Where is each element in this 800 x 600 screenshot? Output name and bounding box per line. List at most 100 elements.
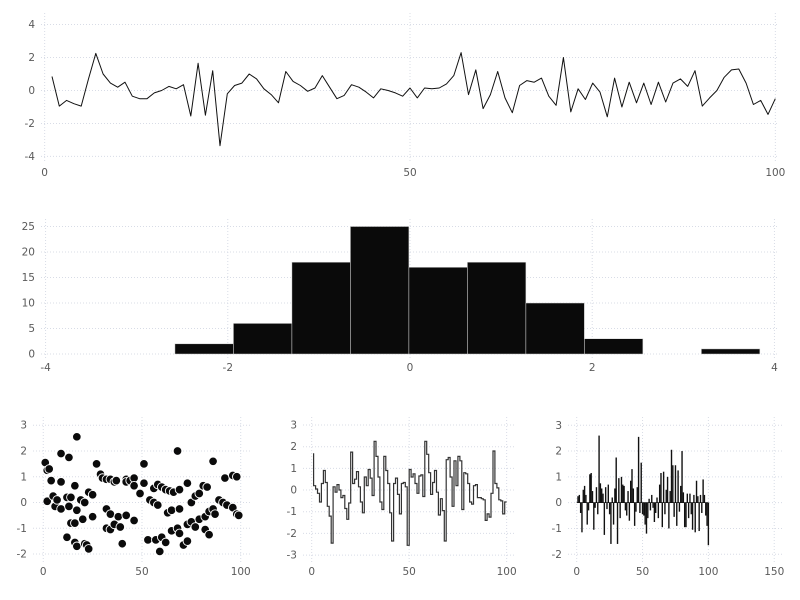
scatter-point bbox=[129, 481, 139, 491]
x-tick-label: 100 bbox=[698, 566, 718, 578]
x-tick-label: 2 bbox=[589, 362, 596, 374]
scatter-point bbox=[52, 495, 62, 505]
y-tick-label: 4 bbox=[28, 19, 35, 31]
y-tick-label: -2 bbox=[552, 549, 562, 561]
scatter-point bbox=[83, 544, 94, 554]
y-tick-label: -3 bbox=[287, 550, 297, 562]
y-tick-label: 0 bbox=[28, 85, 35, 97]
scatter-point bbox=[174, 504, 185, 514]
scatter-point bbox=[70, 518, 80, 528]
scatter-point bbox=[111, 475, 122, 486]
scatter-point bbox=[64, 501, 74, 512]
y-tick-label: 10 bbox=[22, 298, 35, 310]
y-tick-label: -4 bbox=[25, 151, 36, 163]
x-tick-label: 100 bbox=[231, 566, 251, 578]
scatter-point bbox=[72, 505, 82, 515]
x-tick-label: 4 bbox=[771, 362, 778, 374]
scatter-point bbox=[194, 488, 205, 499]
histogram-bar bbox=[701, 348, 761, 355]
scatter-point bbox=[204, 529, 214, 540]
step-series bbox=[313, 440, 507, 546]
scatter-point bbox=[190, 522, 201, 532]
scatter-point bbox=[62, 532, 72, 543]
scatter-point bbox=[139, 459, 149, 469]
y-tick-label: 0 bbox=[28, 349, 35, 361]
y-tick-label: 20 bbox=[22, 247, 35, 259]
y-tick-label: 1 bbox=[20, 471, 27, 483]
scatter-point bbox=[210, 509, 220, 519]
scatter-point bbox=[64, 452, 74, 463]
y-tick-label: 25 bbox=[22, 221, 35, 233]
scatter-point bbox=[87, 490, 98, 500]
scatter-point bbox=[129, 515, 139, 526]
y-tick-label: 2 bbox=[555, 446, 562, 458]
y-tick-label: 0 bbox=[20, 497, 27, 509]
scatter-point bbox=[182, 478, 193, 488]
scatter-point bbox=[153, 500, 163, 510]
scatter-point bbox=[42, 496, 52, 506]
scatter-point bbox=[91, 459, 102, 469]
x-tick-label: 50 bbox=[636, 566, 649, 578]
y-tick-label: -2 bbox=[25, 118, 35, 130]
x-tick-label: 0 bbox=[573, 566, 580, 578]
x-tick-label: 150 bbox=[764, 566, 784, 578]
scatter-point bbox=[46, 475, 56, 486]
x-tick-label: 0 bbox=[308, 566, 315, 578]
scatter-point bbox=[78, 514, 88, 524]
scatter-point bbox=[174, 484, 185, 495]
line-series bbox=[51, 52, 776, 147]
y-tick-label: -1 bbox=[552, 523, 562, 535]
y-tick-label: 3 bbox=[290, 420, 297, 432]
x-tick-label: 0 bbox=[40, 566, 47, 578]
y-tick-label: 2 bbox=[290, 441, 297, 453]
scatter-point bbox=[208, 456, 218, 467]
y-tick-label: 5 bbox=[28, 323, 35, 335]
y-tick-label: -1 bbox=[287, 506, 297, 518]
x-tick-label: -2 bbox=[223, 362, 233, 374]
scatter-point bbox=[70, 481, 80, 491]
scatter-point bbox=[172, 446, 183, 456]
scatter-point bbox=[56, 448, 66, 459]
y-tick-label: -2 bbox=[17, 549, 27, 561]
scatter-point bbox=[66, 492, 76, 503]
x-tick-label: 50 bbox=[135, 566, 148, 578]
x-tick-label: 0 bbox=[407, 362, 414, 374]
scatter-point bbox=[139, 478, 149, 488]
x-tick-label: -4 bbox=[40, 362, 51, 374]
x-tick-label: 0 bbox=[41, 167, 48, 179]
scatter-point bbox=[174, 528, 185, 539]
histogram-bar bbox=[233, 323, 293, 355]
y-tick-label: 0 bbox=[555, 497, 562, 509]
scatter-point bbox=[182, 536, 193, 546]
scatter-point bbox=[155, 546, 165, 557]
x-tick-label: 100 bbox=[765, 167, 785, 179]
y-tick-label: 1 bbox=[290, 463, 297, 475]
scatter-point bbox=[72, 432, 82, 442]
histogram-bar bbox=[408, 267, 468, 355]
scatter-point bbox=[117, 538, 127, 549]
histogram-bar bbox=[525, 302, 585, 355]
y-tick-label: 3 bbox=[20, 420, 27, 432]
scatter-point bbox=[56, 477, 66, 487]
scatter-point bbox=[202, 482, 212, 492]
scatter-point bbox=[135, 488, 145, 499]
y-tick-label: 3 bbox=[555, 420, 562, 432]
y-tick-label: -2 bbox=[287, 528, 297, 540]
y-tick-label: -1 bbox=[17, 523, 27, 535]
scatter-point bbox=[232, 472, 242, 482]
scatter-point bbox=[233, 510, 244, 521]
y-tick-label: 2 bbox=[28, 52, 35, 64]
y-tick-label: 1 bbox=[555, 471, 562, 483]
histogram-bar bbox=[291, 261, 351, 355]
scatter-point bbox=[87, 511, 98, 522]
histogram-bar bbox=[584, 338, 644, 355]
x-tick-label: 50 bbox=[402, 566, 415, 578]
scatter-point bbox=[44, 464, 54, 474]
y-tick-label: 0 bbox=[290, 485, 297, 497]
